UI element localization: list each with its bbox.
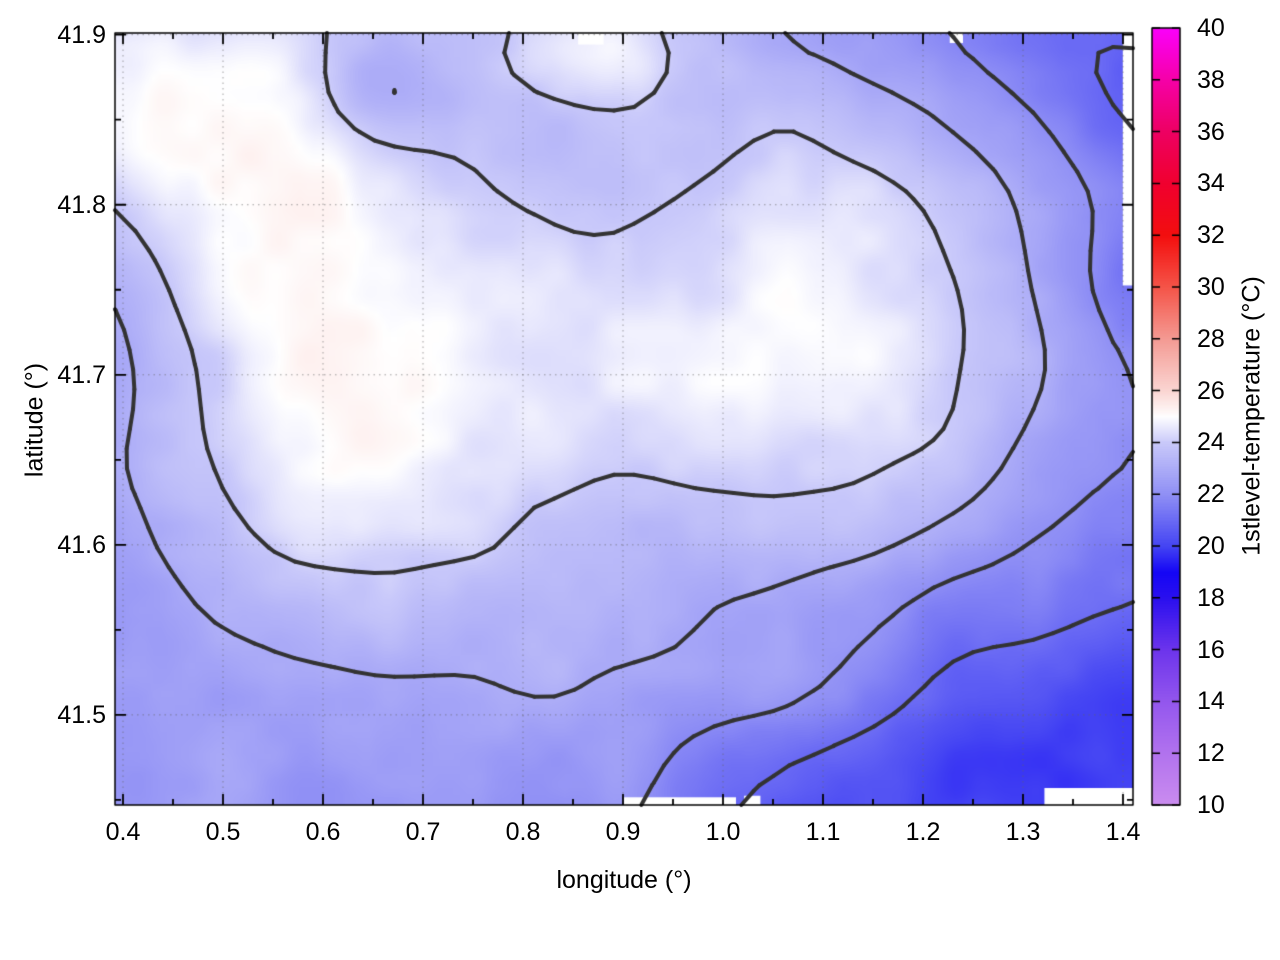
colorbar-tick-label: 16 — [1197, 636, 1225, 664]
colorbar-tick-label: 24 — [1197, 428, 1225, 456]
colorbar-tick-label: 12 — [1197, 739, 1225, 767]
colorbar-tick-label: 28 — [1197, 325, 1225, 353]
x-tick-label: 1.0 — [705, 818, 741, 846]
colorbar-tick-label: 18 — [1197, 584, 1225, 612]
colorbar-tick-label: 30 — [1197, 273, 1225, 301]
colorbar-tick-label: 38 — [1197, 66, 1225, 94]
colorbar-tick-label: 26 — [1197, 377, 1225, 405]
colorbar-tick-label: 14 — [1197, 687, 1225, 715]
x-tick-label: 0.5 — [205, 818, 241, 846]
x-tick-label: 0.6 — [305, 818, 341, 846]
y-tick-label: 41.8 — [57, 191, 106, 219]
y-axis-title: latitude (°) — [20, 362, 49, 478]
y-tick-label: 41.7 — [57, 361, 106, 389]
x-tick-label: 0.4 — [105, 818, 141, 846]
colorbar-title: 1stlevel-temperature (°C) — [1237, 276, 1266, 556]
x-tick-label: 1.2 — [905, 818, 941, 846]
colorbar-tick-label: 22 — [1197, 480, 1225, 508]
y-tick-label: 41.9 — [57, 21, 106, 49]
colorbar-tick-label: 32 — [1197, 221, 1225, 249]
colorbar-tick-label: 34 — [1197, 169, 1225, 197]
colorbar-tick-label: 36 — [1197, 118, 1225, 146]
x-tick-label: 0.7 — [405, 818, 441, 846]
colorbar-tick-label: 40 — [1197, 14, 1225, 42]
x-tick-label: 1.1 — [805, 818, 841, 846]
x-tick-label: 1.3 — [1005, 818, 1041, 846]
colorbar-tick-label: 20 — [1197, 532, 1225, 560]
x-axis-title: longitude (°) — [556, 866, 692, 894]
y-tick-label: 41.6 — [57, 531, 106, 559]
x-tick-label: 0.8 — [505, 818, 541, 846]
x-tick-label: 0.9 — [605, 818, 641, 846]
colorbar-tick-label: 10 — [1197, 791, 1225, 819]
x-tick-label: 1.4 — [1105, 818, 1141, 846]
y-tick-label: 41.5 — [57, 701, 106, 729]
